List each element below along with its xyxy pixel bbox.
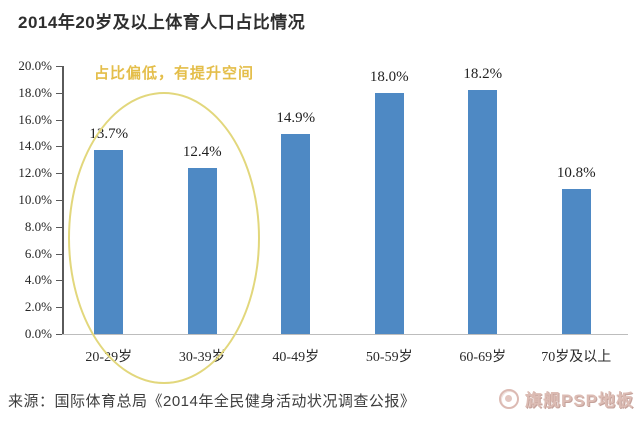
y-axis xyxy=(62,66,64,335)
x-axis-label: 40-49岁 xyxy=(272,350,320,365)
x-axis-label: 50-59岁 xyxy=(365,350,413,365)
y-axis-tick-label: 4.0% xyxy=(24,272,52,288)
bar xyxy=(281,134,311,334)
bar xyxy=(374,92,404,334)
brand-logo-icon xyxy=(498,388,519,409)
y-axis-tick-label: 2.0% xyxy=(24,299,52,315)
y-axis-tick-mark xyxy=(56,146,62,148)
bar xyxy=(468,90,498,334)
x-axis-label: 60-69岁 xyxy=(459,350,507,365)
watermark: 旗舰PSP地板 xyxy=(498,386,634,411)
bar-value-label: 14.9% xyxy=(276,110,316,127)
y-axis-tick-label: 12.0% xyxy=(18,165,52,181)
y-axis-tick-mark xyxy=(56,280,62,282)
bar xyxy=(561,189,591,334)
y-axis-tick-label: 20.0% xyxy=(18,58,52,73)
x-axis-label: 70岁及以上 xyxy=(541,350,612,365)
annotation-label: 占比偏低，有提升空间 xyxy=(94,65,255,82)
x-axis xyxy=(62,334,628,335)
y-axis-tick-mark xyxy=(56,173,62,175)
y-axis-tick-mark xyxy=(56,200,62,201)
chart-title: 2014年20岁及以上体育人口占比情况 xyxy=(18,13,306,32)
y-axis-tick-label: 18.0% xyxy=(18,84,52,100)
y-axis-tick-label: 16.0% xyxy=(18,111,52,127)
highlight-ellipse xyxy=(68,92,260,384)
y-axis-tick-label: 14.0% xyxy=(18,138,52,154)
y-axis-tick-label: 6.0% xyxy=(24,245,52,261)
source-caption: 来源：国际体育总局《2014年全民健身活动状况调查公报》 xyxy=(8,393,416,410)
y-axis-tick-mark xyxy=(56,92,62,94)
y-axis-tick-mark xyxy=(56,307,62,309)
watermark-text: 旗舰PSP地板 xyxy=(524,391,634,410)
bar-value-label: 18.2% xyxy=(463,66,503,83)
y-axis-tick-label: 10.0% xyxy=(18,192,52,207)
y-axis-tick-label: 0.0% xyxy=(24,326,52,341)
bar-value-label: 18.0% xyxy=(369,68,409,85)
y-axis-tick-mark xyxy=(56,66,62,67)
y-axis-tick-mark xyxy=(56,253,62,255)
y-axis-tick-mark xyxy=(56,226,62,228)
y-axis-tick-mark xyxy=(56,119,62,121)
y-axis-tick-label: 8.0% xyxy=(24,218,52,234)
bar-value-label: 10.8% xyxy=(556,165,596,182)
y-axis-tick-mark xyxy=(56,334,62,335)
